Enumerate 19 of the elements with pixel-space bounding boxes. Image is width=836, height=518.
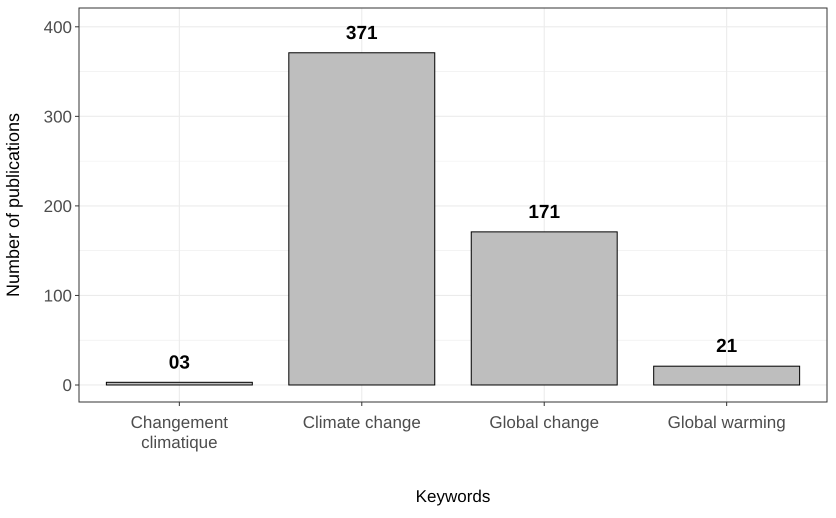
y-tick-label: 200 — [44, 196, 72, 216]
bar — [653, 366, 800, 386]
data-label: 21 — [716, 336, 738, 358]
bar — [470, 231, 618, 386]
x-axis-title: Keywords — [416, 487, 490, 506]
y-tick-label: 300 — [44, 107, 72, 126]
y-tick-label: 0 — [62, 376, 72, 395]
data-label: 171 — [528, 202, 560, 223]
y-tick-label: 400 — [44, 18, 72, 37]
x-tick-label: Changement climatique — [130, 413, 228, 452]
data-label: 371 — [346, 22, 378, 44]
x-tick-label: Global change — [489, 413, 600, 432]
data-label: 03 — [168, 352, 190, 374]
bar — [106, 382, 253, 386]
bar — [288, 52, 436, 386]
x-tick-label: Global warming — [668, 413, 786, 432]
y-tick-label: 100 — [44, 286, 72, 306]
y-axis-title: Number of publications — [3, 112, 23, 298]
x-tick-label: Climate change — [302, 413, 421, 432]
